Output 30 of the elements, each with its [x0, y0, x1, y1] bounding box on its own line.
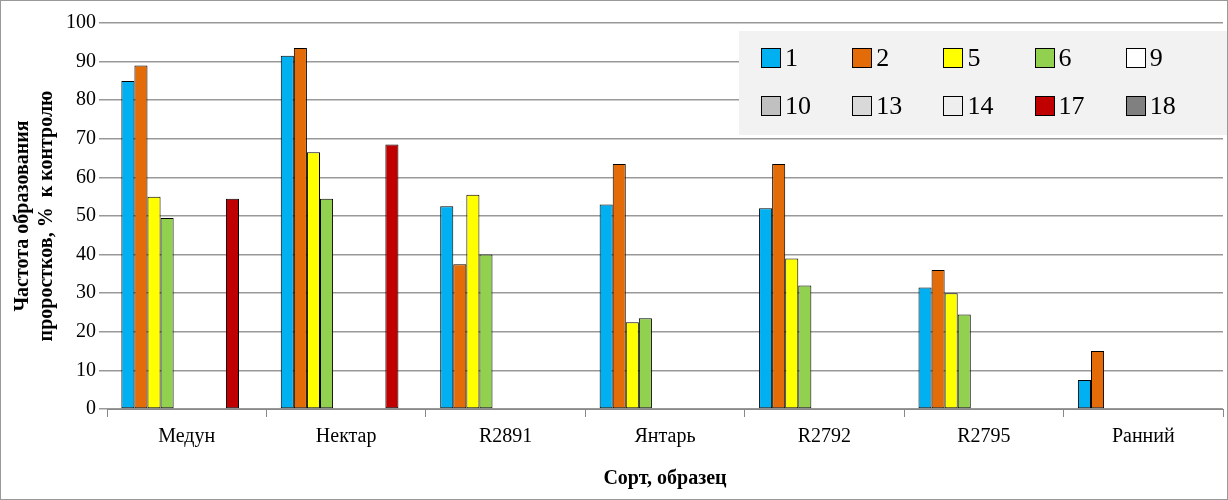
y-tick-label: 70	[76, 126, 96, 149]
legend-label: 1	[785, 43, 798, 73]
legend-label: 6	[1058, 43, 1072, 73]
y-tick-label: 10	[76, 357, 96, 380]
y-tick-label: 50	[76, 203, 96, 226]
y-tick-label: 100	[66, 10, 96, 33]
x-axis-title: Сорт, образец	[603, 466, 728, 490]
x-tick-label: R2795	[957, 424, 1011, 447]
legend-label: 2	[876, 43, 890, 73]
y-tick-label: 40	[76, 241, 96, 264]
y-tick-label: 60	[76, 164, 96, 187]
y-tick-label: 90	[76, 48, 96, 71]
x-tick-label: Янтарь	[634, 424, 696, 448]
x-tick-label: R2792	[797, 424, 852, 447]
y-tick-label: 30	[76, 280, 96, 303]
legend-label: 13	[876, 91, 903, 121]
legend-label: 17	[1058, 91, 1085, 121]
legend-label: 14	[967, 91, 994, 121]
y-axis-title: Частота образования проростков, % к контролю	[10, 90, 58, 342]
legend-label: 10	[785, 91, 811, 121]
legend-label: 18	[1149, 91, 1176, 121]
x-tick-label: Медун	[158, 424, 216, 448]
x-tick-label: Ранний	[1111, 424, 1175, 447]
y-tick-label: 20	[76, 319, 96, 342]
x-tick-label: Нектар	[315, 424, 377, 448]
x-tick-label: R2891	[478, 424, 533, 447]
y-tick-label: 0	[86, 396, 96, 419]
legend-label: 5	[967, 43, 981, 73]
legend-label: 9	[1149, 43, 1163, 73]
y-tick-label: 80	[76, 87, 96, 110]
